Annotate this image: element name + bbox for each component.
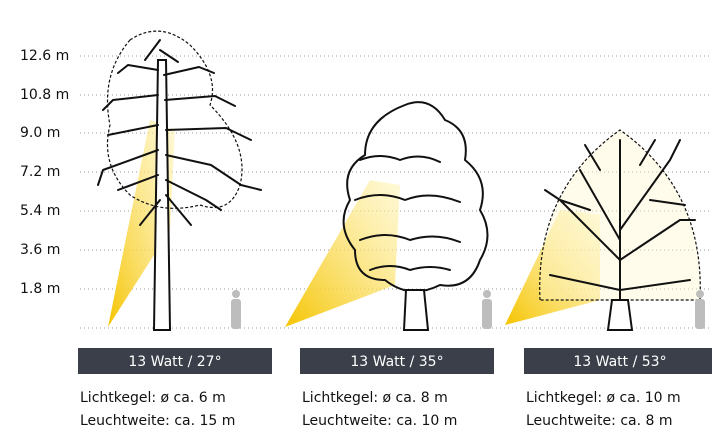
scale-label: 7.2 m: [20, 164, 60, 180]
panel-cone: Lichtkegel: ø ca. 10 m: [526, 390, 681, 406]
page: 12.6 m 10.8 m 9.0 m 7.2 m 5.4 m 3.6 m 1.…: [0, 0, 712, 432]
person: [695, 290, 705, 329]
panel-range: Leuchtweite: ca. 10 m: [302, 413, 457, 429]
panel-title: 13 Watt / 53°: [573, 354, 666, 370]
panel-cone: Lichtkegel: ø ca. 6 m: [80, 390, 226, 406]
panel: 13 Watt / 27° Lichtkegel: ø ca. 6 m Leuc…: [78, 348, 272, 429]
trunk: [404, 290, 428, 330]
panel: 13 Watt / 35° Lichtkegel: ø ca. 8 m Leuc…: [300, 348, 494, 429]
panel: 13 Watt / 53° Lichtkegel: ø ca. 10 m Leu…: [524, 348, 712, 429]
tree-bushy: [285, 102, 488, 330]
scale-label: 3.6 m: [20, 242, 60, 258]
panel-cone: Lichtkegel: ø ca. 8 m: [302, 390, 448, 406]
scale-label: 12.6 m: [20, 48, 69, 64]
person: [231, 290, 241, 329]
person: [482, 290, 492, 329]
trunk: [608, 300, 632, 330]
tree-round: [505, 130, 700, 330]
panel-title: 13 Watt / 35°: [350, 354, 443, 370]
scale-label: 5.4 m: [20, 203, 60, 219]
panel-title: 13 Watt / 27°: [128, 354, 221, 370]
tree-pine: [98, 31, 261, 330]
scale-label: 9.0 m: [20, 125, 60, 141]
scale-label: 1.8 m: [20, 281, 60, 297]
light-cone: [285, 180, 400, 327]
branches: [98, 40, 261, 225]
panel-range: Leuchtweite: ca. 8 m: [526, 413, 673, 429]
scale-label: 10.8 m: [20, 87, 69, 103]
crown: [108, 31, 243, 208]
panel-range: Leuchtweite: ca. 15 m: [80, 413, 235, 429]
